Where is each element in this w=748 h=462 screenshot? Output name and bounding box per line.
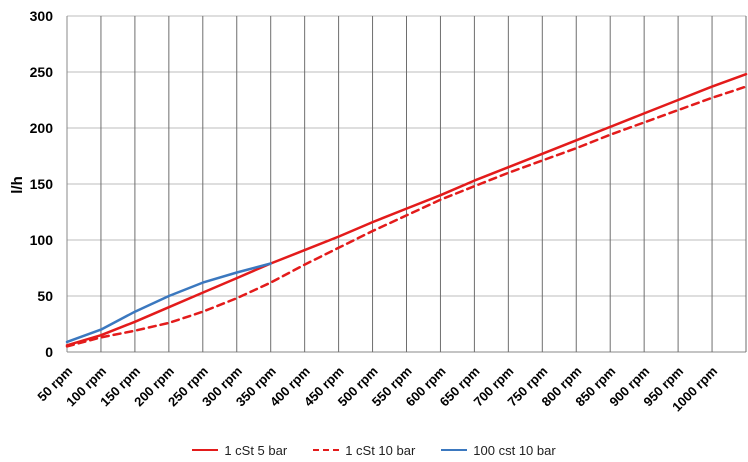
legend-label: 1 cSt 5 bar	[224, 442, 288, 458]
y-tick-label: 250	[30, 64, 54, 80]
y-tick-label: 200	[30, 120, 54, 136]
series-line-1	[65, 72, 748, 347]
y-tick-label: 50	[37, 288, 53, 304]
grid	[66, 15, 747, 353]
y-tick-label: 0	[45, 344, 53, 360]
legend: 1 cSt 5 bar 1 cSt 10 bar 100 cst 10 bar	[0, 440, 748, 460]
y-tick-label: 300	[30, 8, 54, 24]
series-lines	[65, 72, 748, 348]
legend-label: 100 cst 10 bar	[473, 442, 556, 458]
legend-item: 100 cst 10 bar	[441, 442, 556, 458]
series-line-2	[65, 85, 748, 348]
legend-item: 1 cSt 5 bar	[192, 443, 287, 458]
y-tick-label: 100	[30, 232, 54, 248]
legend-swatch	[313, 449, 340, 451]
y-axis-title: l/h	[9, 176, 26, 194]
legend-item: 1 cSt 10 bar	[313, 443, 415, 458]
legend-label: 1 cSt 10 bar	[345, 442, 416, 458]
legend-swatch	[192, 449, 219, 451]
y-tick-label: 150	[30, 176, 54, 192]
legend-swatch	[441, 449, 468, 451]
series-line-3	[65, 262, 272, 344]
y-tick-labels: 0 50 100 150 200 250 300	[30, 8, 54, 360]
